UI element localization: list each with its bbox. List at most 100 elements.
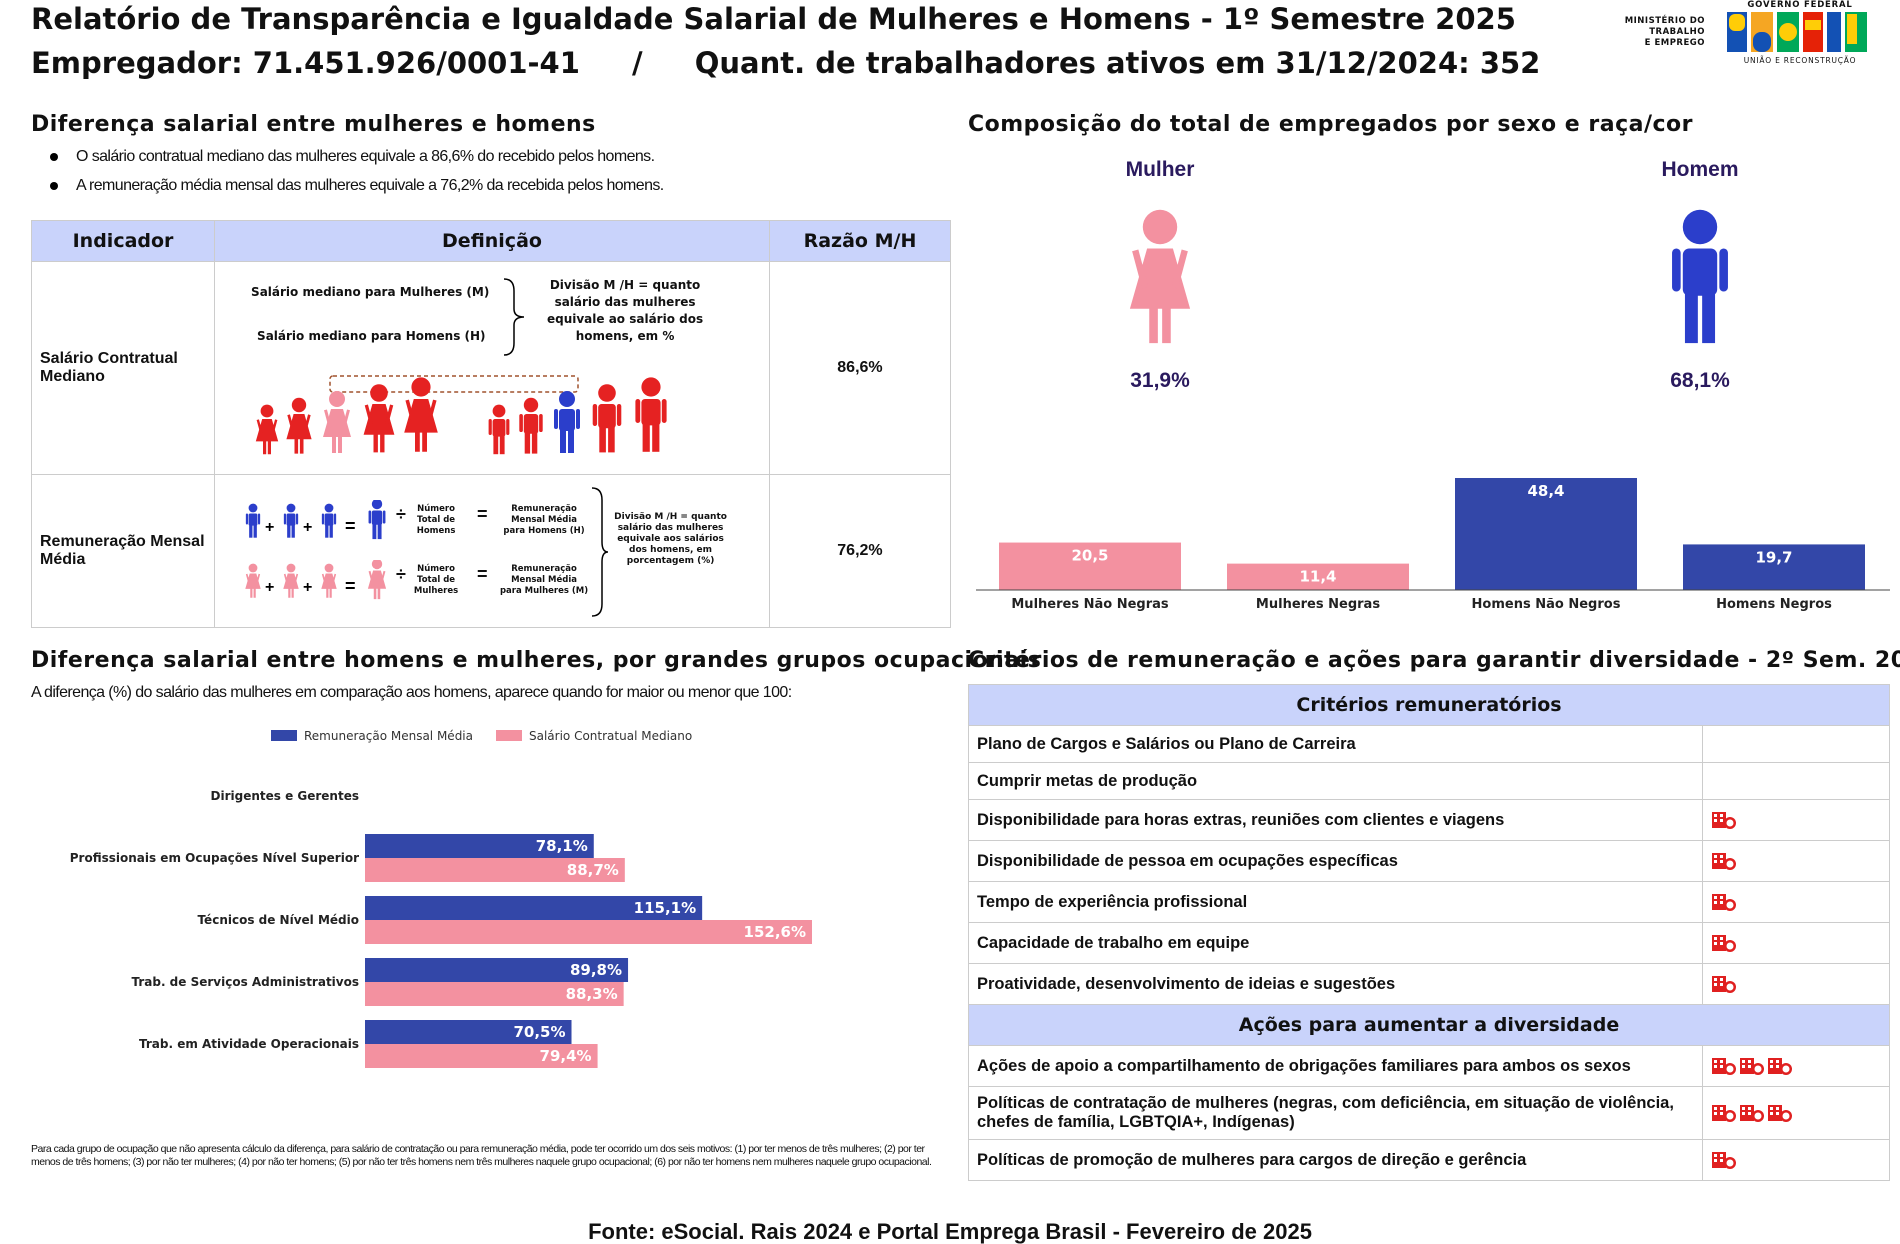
- col-indicador: Indicador: [30, 220, 216, 262]
- def-men-median: Salário mediano para Homens (H): [257, 329, 486, 343]
- criteria-row: Disponibilidade de pessoa em ocupações e…: [968, 840, 1890, 882]
- male-pct: 68,1%: [1670, 369, 1730, 392]
- criteria-row: Tempo de experiência profissional: [968, 881, 1890, 923]
- building-check-icon: [1712, 812, 1736, 829]
- occupational-title: Diferença salarial entre homens e mulher…: [31, 648, 1042, 673]
- occupation-value-label: 78,1%: [536, 837, 588, 855]
- criteria-title: Critérios de remuneração e ações para ga…: [968, 648, 1900, 673]
- men-sum-icon: + + =: [245, 500, 386, 540]
- indicator-salario: Salário Contratual Mediano: [30, 261, 216, 475]
- report-title: Relatório de Transparência e Igualdade S…: [31, 2, 1516, 36]
- equals-icon-2: =: [477, 564, 488, 584]
- gov-bottom-text: UNIÃO E RECONSTRUÇÃO: [1743, 56, 1857, 65]
- composition-bar: [1455, 478, 1637, 590]
- svg-text:+: +: [303, 519, 312, 536]
- action-label: Políticas de contratação de mulheres (ne…: [968, 1086, 1703, 1140]
- composition-value-label: 48,4: [1527, 482, 1564, 500]
- ministry-line-1: MINISTÉRIO DO: [1624, 16, 1705, 26]
- women-sum-icon: + + =: [245, 560, 387, 600]
- occupational-bar-chart: Remuneração Mensal Média Salário Contratu…: [70, 729, 812, 1068]
- composition-category-label: Mulheres Não Negras: [1011, 597, 1169, 612]
- building-check-icon: [1712, 976, 1736, 993]
- building-check-icon: [1740, 1058, 1764, 1075]
- women-count: Número Total de Mulheres: [413, 564, 459, 596]
- def-division-2: Divisão M /H = quanto salário das mulher…: [614, 512, 727, 566]
- occupation-value-label: 79,4%: [540, 1047, 592, 1065]
- building-check-icon: [1712, 1058, 1736, 1075]
- occupation-category-label: Técnicos de Nível Médio: [197, 913, 359, 927]
- legend-swatch: [271, 730, 297, 741]
- equals-icon-1: =: [477, 504, 488, 524]
- gov-top-text: GOVERNO FEDERAL: [1747, 0, 1853, 10]
- criteria-icons: [1702, 881, 1890, 923]
- composition-value-label: 20,5: [1071, 547, 1108, 565]
- brace-icon-2: [592, 487, 609, 617]
- building-check-icon: [1740, 1105, 1764, 1122]
- criteria-label: Capacidade de trabalho em equipe: [968, 922, 1703, 964]
- men-count: Número Total de Homens: [416, 504, 456, 536]
- separator: /: [632, 46, 643, 80]
- criteria-label: Plano de Cargos e Salários ou Plano de C…: [968, 725, 1703, 763]
- action-row: Políticas de promoção de mulheres para c…: [968, 1139, 1890, 1181]
- woman-icon: [1129, 209, 1191, 344]
- occupation-category-label: Trab. em Atividade Operacionais: [139, 1037, 359, 1051]
- action-row: Ações de apoio a compartilhamento de obr…: [968, 1045, 1890, 1087]
- occupation-bar: [365, 1044, 598, 1068]
- svg-text:+: +: [265, 579, 274, 596]
- criteria-icons: [1702, 799, 1890, 841]
- building-check-icon: [1768, 1105, 1792, 1122]
- occupation-value-label: 70,5%: [513, 1023, 565, 1041]
- gov-logo: GOVERNO FEDERAL UNIÃO E RECONSTRUÇÃO: [1725, 0, 1875, 70]
- indicator-table: Indicador Definição Razão M/H Salário Co…: [30, 220, 952, 628]
- building-check-icon: [1712, 1152, 1736, 1169]
- composition-value-label: 19,7: [1755, 548, 1792, 566]
- bullet-1-text: O salário contratual mediano das mulhere…: [76, 148, 655, 165]
- occupation-bar: [365, 858, 625, 882]
- criteria-icons: [1702, 840, 1890, 882]
- brace-icon: [504, 278, 525, 356]
- criteria-row: Disponibilidade para horas extras, reuni…: [968, 799, 1890, 841]
- action-label: Ações de apoio a compartilhamento de obr…: [968, 1045, 1703, 1087]
- employer-id: Empregador: 71.451.926/0001-41: [31, 46, 580, 80]
- indicator-remuneracao: Remuneração Mensal Média: [30, 474, 216, 628]
- composition-bar: [999, 542, 1181, 590]
- occupation-bar: [365, 834, 594, 858]
- ministry-logo: MINISTÉRIO DO TRABALHO E EMPREGO: [1605, 16, 1705, 49]
- salary-gap-title: Diferença salarial entre mulheres e home…: [31, 112, 596, 137]
- ratio-salario: 86,6%: [768, 261, 952, 475]
- action-label: Políticas de promoção de mulheres para c…: [968, 1139, 1703, 1181]
- building-check-icon: [1712, 935, 1736, 952]
- criteria-label: Disponibilidade para horas extras, reuni…: [968, 799, 1703, 841]
- workers-count: Quant. de trabalhadores ativos em 31/12/…: [694, 46, 1541, 80]
- definition-remuneracao: + + = ÷ Número Total de Homens = Remuneraç…: [214, 474, 770, 628]
- man-icon: [1672, 209, 1728, 344]
- composition-bar-chart: 20,5 Mulheres Não Negras 11,4 Mulheres Negr…: [976, 478, 1890, 612]
- composition-category-label: Homens Não Negros: [1472, 597, 1621, 612]
- building-check-icon: [1712, 853, 1736, 870]
- building-check-icon: [1768, 1058, 1792, 1075]
- ministry-line-2: TRABALHO: [1649, 27, 1705, 37]
- bullet-2-text: A remuneração média mensal das mulheres …: [76, 177, 664, 194]
- female-pct: 31,9%: [1130, 369, 1190, 392]
- criteria-row: Proatividade, desenvolvimento de ideias …: [968, 963, 1890, 1005]
- criteria-label: Cumprir metas de produção: [968, 762, 1703, 800]
- actions-header: Ações para aumentar a diversidade: [968, 1004, 1890, 1046]
- occupation-bar: [365, 1020, 572, 1044]
- occupational-footnote: Para cada grupo de ocupação que não apre…: [31, 1143, 932, 1168]
- action-icons: [1702, 1086, 1890, 1140]
- def-women-median: Salário mediano para Mulheres (M): [251, 285, 490, 299]
- composition-value-label: 11,4: [1299, 568, 1336, 586]
- criteria-header: Critérios remuneratórios: [968, 684, 1890, 726]
- composition-category-label: Homens Negros: [1716, 597, 1832, 612]
- female-label: Mulher: [1125, 158, 1195, 181]
- occupation-value-label: 115,1%: [634, 899, 696, 917]
- building-check-icon: [1712, 1105, 1736, 1122]
- criteria-icons: [1702, 963, 1890, 1005]
- source-note: Fonte: eSocial. Rais 2024 e Portal Empre…: [588, 1219, 1312, 1244]
- svg-text:+: +: [303, 579, 312, 596]
- criteria-label: Proatividade, desenvolvimento de ideias …: [968, 963, 1703, 1005]
- action-icons: [1702, 1139, 1890, 1181]
- criteria-icons: [1702, 762, 1890, 800]
- occupational-subtitle: A diferença (%) do salário das mulheres …: [31, 684, 792, 701]
- criteria-row: Capacidade de trabalho em equipe: [968, 922, 1890, 964]
